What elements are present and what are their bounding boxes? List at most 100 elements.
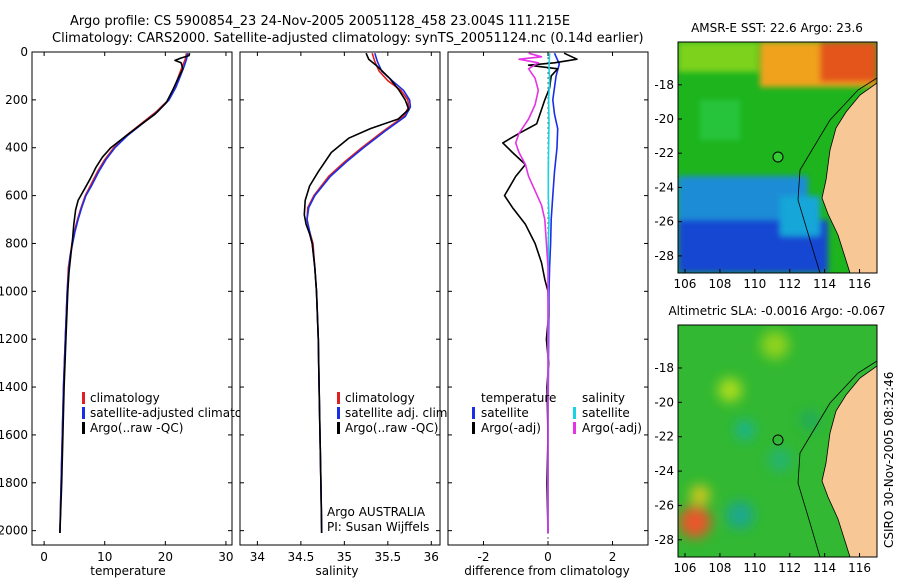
salinity-xlabel: salinity [315, 564, 358, 578]
x-tick-label: 34 [250, 550, 265, 564]
map-x-tick-label: 108 [708, 277, 731, 291]
sla-field [678, 325, 877, 557]
series-salinity-argo-adj [514, 52, 549, 533]
y-tick-label: 1400 [0, 380, 28, 394]
sst-land-coast [821, 82, 877, 273]
legend-swatch-climatology [337, 392, 340, 404]
legend-swatch-climatology [82, 392, 85, 404]
legend-label-satellite: satellite-adjusted climatology [90, 406, 268, 420]
x-tick-label: 0 [544, 550, 552, 564]
map-x-tick-label: 116 [848, 561, 871, 575]
legend-label-salinity-satellite: satellite [582, 406, 630, 420]
header-line-1: Argo profile: CS 5900854_23 24-Nov-2005 … [70, 14, 570, 29]
legend-swatch-satellite [82, 407, 85, 419]
map-y-tick-label: -26 [654, 498, 674, 512]
temperature-legend: climatology satellite-adjusted climatolo… [82, 391, 268, 435]
sla-negative-patch [768, 448, 792, 472]
y-tick-label: 1600 [0, 428, 28, 442]
map-x-tick-label: 108 [708, 561, 731, 575]
csiro-side-label: CSIRO 30-Nov-2005 08:32:46 [882, 372, 896, 548]
sst-map-title: AMSR-E SST: 22.6 Argo: 23.6 [691, 21, 863, 35]
legend-label-temperature-argo: Argo(-adj) [481, 421, 541, 435]
header-line-2: Climatology: CARS2000. Satellite-adjuste… [52, 31, 644, 46]
map-x-tick-label: 112 [778, 277, 801, 291]
legend-label-temperature-satellite: satellite [481, 406, 529, 420]
sla-shelf-contour [797, 360, 877, 557]
legend-label-argo: Argo(..raw -QC) [90, 421, 183, 435]
temperature-xlabel: temperature [90, 564, 165, 578]
map-y-tick-label: -22 [654, 146, 674, 160]
legend-label-satellite: satellite adj. clim. [345, 406, 451, 420]
map-y-tick-label: -28 [654, 249, 674, 263]
x-tick-label: 30 [218, 550, 233, 564]
x-tick-label: 34.5 [288, 550, 315, 564]
map-y-tick-label: -18 [654, 78, 674, 92]
y-tick-label: 800 [5, 236, 28, 250]
map-x-tick-label: 106 [674, 561, 697, 575]
temperature-axes [31, 51, 233, 546]
sla-high-anomaly [679, 506, 711, 538]
sla-profile-marker [772, 434, 784, 446]
argo-annotation-line-2: PI: Susan Wijffels [327, 520, 429, 534]
legend-swatch-temperature-satellite [472, 407, 475, 419]
sla-positive-patch [718, 378, 742, 402]
difference-xlabel: difference from climatology [464, 564, 630, 578]
sst-green-patch [700, 100, 740, 140]
difference-panel: -2 0 2 temperature satellite Argo(-adj) sa… [447, 51, 649, 578]
salinity-legend: climatology satellite adj. clim. Argo(..… [337, 391, 451, 435]
y-tick-label: 0 [20, 45, 28, 59]
difference-legend: temperature satellite Argo(-adj) salinit… [472, 391, 642, 435]
x-tick-label: 0 [40, 550, 48, 564]
y-tick-label: 600 [5, 189, 28, 203]
legend-swatch-salinity-argo [573, 422, 576, 434]
x-tick-label: 35.5 [374, 550, 401, 564]
map-y-tick-label: -24 [654, 464, 674, 478]
map-x-tick-label: 112 [778, 561, 801, 575]
sst-shelf-contour [797, 77, 877, 273]
map-y-tick-label: -24 [654, 180, 674, 194]
map-x-tick-label: 110 [743, 277, 766, 291]
map-x-tick-label: 114 [813, 561, 836, 575]
legend-swatch-argo [82, 422, 85, 434]
map-x-tick-label: 106 [674, 277, 697, 291]
x-tick-label: 35 [337, 550, 352, 564]
sst-mild-zone [678, 42, 758, 72]
sla-map-axes [677, 324, 878, 558]
argo-annotation-line-1: Argo AUSTRALIA [327, 505, 426, 519]
temperature-panel: 0 200 400 600 800 1000 1200 1400 1600 1800 2000 0 10… [0, 45, 268, 578]
sst-hot-zone [820, 42, 877, 82]
x-tick-label: -2 [477, 550, 489, 564]
y-tick-label: 1000 [0, 284, 28, 298]
map-x-tick-label: 116 [848, 277, 871, 291]
y-tick-label: 1200 [0, 332, 28, 346]
salinity-axes [239, 51, 441, 546]
sst-profile-marker [772, 151, 784, 163]
sla-map-panel: Altimetric SLA: -0.0016 Argo: -0.067 106… [654, 304, 885, 575]
legend-swatch-salinity-satellite [573, 407, 576, 419]
map-x-tick-label: 114 [813, 277, 836, 291]
series-argo-raw-qc [303, 52, 410, 534]
legend-label-salinity-argo: Argo(-adj) [582, 421, 642, 435]
x-tick-label: 2 [609, 550, 617, 564]
sla-map-title: Altimetric SLA: -0.0016 Argo: -0.067 [668, 304, 885, 318]
salinity-panel: 34 34.5 35 35.5 36 climatology satellite adj… [239, 51, 451, 578]
sla-negative-patch [735, 420, 755, 440]
sla-negative-patch [800, 410, 820, 430]
map-y-tick-label: -20 [654, 395, 674, 409]
map-y-tick-label: -26 [654, 215, 674, 229]
map-y-tick-label: -28 [654, 533, 674, 547]
y-tick-label: 200 [5, 93, 28, 107]
sla-land-coast [821, 365, 877, 557]
sst-field [678, 42, 877, 273]
map-y-tick-label: -22 [654, 430, 674, 444]
series-argo-raw-qc [59, 53, 191, 534]
x-tick-label: 10 [97, 550, 112, 564]
x-tick-label: 36 [424, 550, 439, 564]
legend-swatch-argo [337, 422, 340, 434]
sla-negative-patch [726, 501, 754, 529]
legend-swatch-temperature-argo [472, 422, 475, 434]
map-y-tick-label: -20 [654, 112, 674, 126]
y-tick-label: 1800 [0, 476, 28, 490]
legend-swatch-satellite [337, 407, 340, 419]
